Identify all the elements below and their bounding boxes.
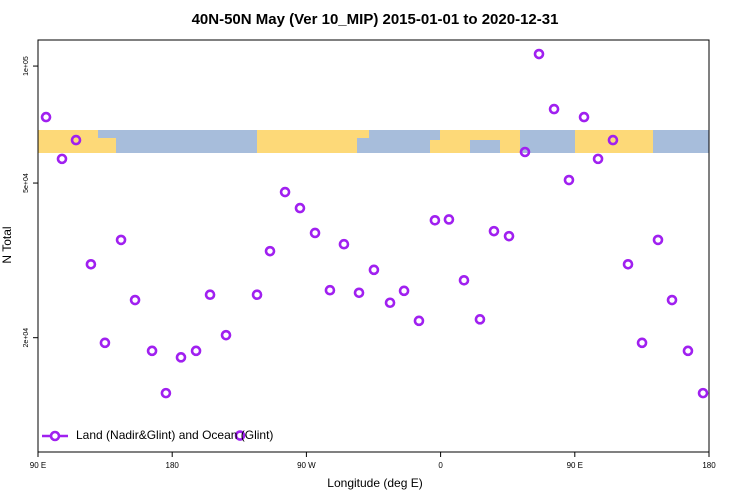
point <box>324 284 336 296</box>
point <box>503 230 515 242</box>
point <box>607 134 619 146</box>
point <box>548 103 560 115</box>
point <box>474 314 486 325</box>
point <box>234 430 246 441</box>
y-tick-label: 2e+04 <box>23 328 30 348</box>
point <box>85 258 97 270</box>
point <box>353 287 365 299</box>
x-tick-label: 90 E <box>30 461 46 470</box>
point <box>622 258 634 270</box>
point <box>666 294 678 306</box>
point <box>99 337 111 349</box>
x-tick-label: 0 <box>438 461 443 470</box>
point <box>146 345 158 357</box>
point <box>338 238 350 250</box>
point <box>264 245 276 257</box>
point <box>533 48 545 60</box>
point <box>294 202 306 214</box>
point <box>309 227 321 239</box>
point <box>251 289 263 301</box>
plot-box <box>37 39 710 453</box>
x-tick-label: 180 <box>702 461 716 470</box>
point <box>413 315 425 327</box>
point <box>458 275 470 286</box>
point <box>129 294 141 306</box>
point <box>592 153 604 165</box>
point <box>115 234 127 246</box>
y-axis-label: N Total <box>0 226 14 263</box>
point <box>70 134 82 146</box>
point <box>384 297 396 309</box>
x-tick-label: 90 W <box>297 461 316 470</box>
point <box>160 387 172 399</box>
point <box>636 337 648 349</box>
x-tick-label: 90 E <box>567 461 583 470</box>
point <box>220 329 232 341</box>
point <box>429 214 441 226</box>
point <box>443 214 455 225</box>
point <box>40 111 52 123</box>
map-strip <box>38 130 709 153</box>
point <box>204 289 216 301</box>
point <box>563 174 575 186</box>
x-axis-label: Longitude (deg E) <box>327 476 422 490</box>
point <box>56 153 68 165</box>
legend-marker <box>49 430 61 442</box>
x-tick-label: 180 <box>166 461 180 470</box>
point <box>652 234 664 246</box>
point <box>190 345 202 357</box>
legend-label: Land (Nadir&Glint) and Ocean (Glint) <box>76 428 273 442</box>
chart-title: 40N-50N May (Ver 10_MIP) 2015-01-01 to 2… <box>192 11 559 28</box>
point <box>368 264 380 276</box>
point <box>398 285 410 297</box>
point <box>279 186 291 198</box>
y-tick-label: 5e+04 <box>23 173 30 193</box>
point <box>488 225 500 237</box>
point <box>697 387 709 399</box>
point <box>682 345 694 357</box>
point <box>578 111 590 123</box>
point <box>519 146 531 158</box>
y-tick-label: 1e+05 <box>23 56 30 76</box>
point <box>175 352 187 363</box>
